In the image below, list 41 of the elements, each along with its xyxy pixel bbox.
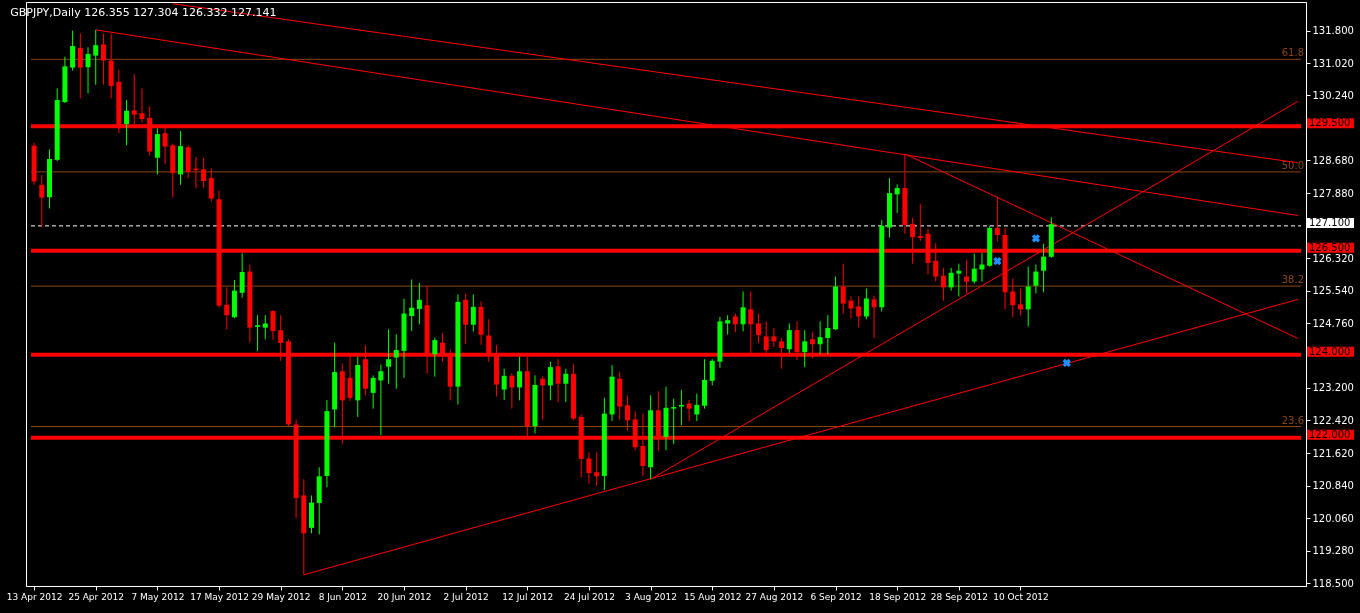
y-tick-label: 131.020	[1312, 57, 1354, 69]
annotation: 38.2	[1281, 274, 1304, 286]
annotation: 61.8	[1281, 47, 1304, 59]
x-tick-label: 24 Jul 2012	[563, 591, 615, 602]
y-tick-label: 131.800	[1312, 25, 1354, 37]
x-tick-label: 7 May 2012	[131, 591, 185, 602]
ref-line-label: 129.500	[1309, 117, 1351, 129]
ref-line-label: 126.500	[1309, 241, 1351, 253]
x-tick-label: 29 May 2012	[251, 591, 311, 602]
x-tick-label: 8 Jun 2012	[318, 591, 368, 602]
x-tick-label: 12 Jul 2012	[502, 591, 554, 602]
x-tick-label: 18 Sep 2012	[869, 591, 927, 602]
y-tick-label: 121.620	[1312, 448, 1354, 459]
annotation: 50.0	[1281, 159, 1304, 171]
y-tick-label: 122.420	[1312, 414, 1354, 426]
y-tick-label: 128.680	[1312, 154, 1354, 166]
y-tick-label: 118.500	[1312, 577, 1354, 589]
y-tick-label: 125.540	[1312, 285, 1354, 297]
ref-line-label: 122.000	[1309, 428, 1351, 440]
x-tick-label: 15 Aug 2012	[683, 591, 742, 602]
y-tick-label: 119.280	[1312, 545, 1354, 557]
y-tick-label: 127.880	[1312, 187, 1354, 199]
y-tick-label: 126.320	[1312, 252, 1354, 264]
x-tick-label: 20 Jun 2012	[377, 591, 432, 602]
x-tick-label: 28 Sep 2012	[930, 591, 988, 602]
x-tick-label: 13 Apr 2012	[6, 591, 63, 602]
x-tick-label: 10 Oct 2012	[993, 591, 1049, 602]
y-tick-label: 120.840	[1312, 480, 1354, 492]
y-tick-label: 123.200	[1312, 382, 1354, 394]
annotation: 23.6	[1281, 414, 1304, 426]
x-tick-label: 17 May 2012	[190, 591, 249, 602]
y-tick-label: 124.760	[1312, 317, 1354, 329]
ref-line-label: 124.000	[1309, 345, 1351, 357]
y-tick-label: 130.240	[1312, 89, 1354, 101]
x-tick-label: 27 Aug 2012	[745, 591, 804, 602]
x-tick-label: 25 Apr 2012	[68, 591, 125, 602]
x-tick-label: 6 Sep 2012	[810, 591, 862, 602]
x-tick-label: 2 Jul 2012	[443, 591, 489, 602]
ref-line-label: 127.100	[1309, 216, 1351, 228]
x-tick-label: 3 Aug 2012	[625, 591, 678, 602]
y-tick-label: 120.060	[1312, 512, 1354, 524]
